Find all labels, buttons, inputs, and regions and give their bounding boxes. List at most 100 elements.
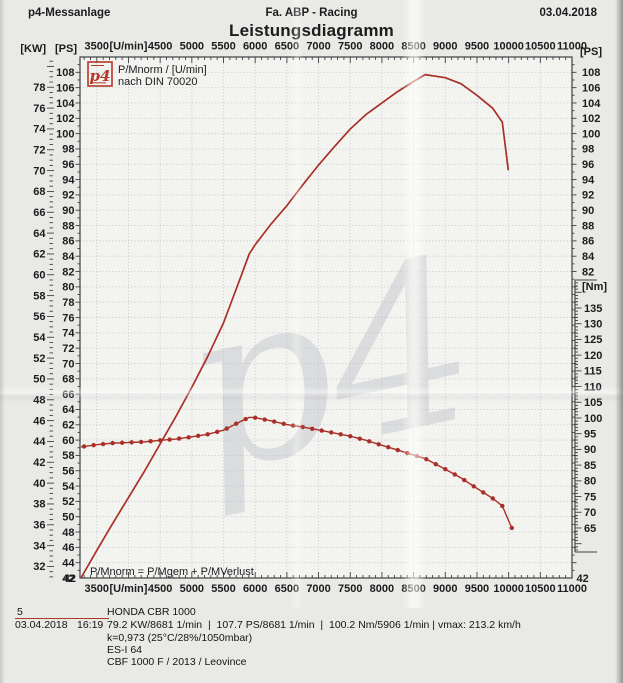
svg-text:66: 66 — [62, 389, 74, 401]
app-name: p4-Messanlage — [28, 7, 111, 19]
svg-text:42: 42 — [577, 573, 589, 585]
svg-text:76: 76 — [62, 312, 74, 324]
svg-text:7000: 7000 — [306, 41, 330, 53]
svg-text:68: 68 — [62, 374, 74, 386]
svg-text:75: 75 — [584, 491, 596, 503]
legend: p4 P/Mnorm / [U/min]nach DIN 70020 — [87, 61, 207, 88]
svg-text:8500: 8500 — [401, 41, 425, 53]
svg-text:11000: 11000 — [557, 583, 587, 595]
legend-line-2: nach DIN 70020 — [118, 76, 198, 88]
svg-text:86: 86 — [582, 236, 594, 248]
correction-factor: k=0,973 (25°C/28%/1050mbar) — [107, 632, 253, 644]
operator-code: ES-I 64 — [107, 644, 143, 656]
svg-text:10500: 10500 — [525, 583, 556, 595]
svg-text:46: 46 — [33, 415, 45, 427]
svg-text:10000: 10000 — [493, 583, 524, 595]
svg-text:3500: 3500 — [85, 583, 109, 595]
svg-text:60: 60 — [62, 435, 74, 447]
svg-text:98: 98 — [62, 144, 74, 156]
svg-text:64: 64 — [33, 228, 46, 240]
svg-text:6500: 6500 — [275, 583, 299, 595]
vehicle-notes: CBF 1000 F / 2013 / Leovince — [107, 656, 247, 668]
svg-text:100: 100 — [584, 413, 602, 425]
svg-text:10000: 10000 — [493, 41, 524, 53]
svg-text:82: 82 — [582, 266, 594, 278]
svg-text:8000: 8000 — [370, 41, 394, 53]
svg-text:94: 94 — [62, 174, 75, 186]
measurement-results: 79.2 KW/8681 1/min | 107.7 PS/8681 1/min… — [107, 619, 521, 631]
svg-text:7500: 7500 — [338, 41, 362, 53]
measurement-date: 03.04.2018 — [15, 619, 68, 631]
svg-text:85: 85 — [584, 460, 596, 472]
svg-text:38: 38 — [33, 499, 45, 511]
svg-text:84: 84 — [62, 251, 75, 263]
svg-text:5000: 5000 — [180, 583, 204, 595]
svg-text:[U/min]: [U/min] — [110, 583, 148, 595]
p4-watermark: p4 — [163, 209, 498, 525]
svg-text:4500: 4500 — [148, 583, 172, 595]
svg-text:54: 54 — [33, 332, 46, 344]
page-number: 5 — [15, 606, 109, 619]
svg-text:3500: 3500 — [85, 41, 109, 53]
svg-text:92: 92 — [62, 190, 74, 202]
svg-text:100: 100 — [56, 128, 74, 140]
svg-text:105: 105 — [584, 397, 602, 409]
legend-line-1: P/Mnorm / [U/min] — [118, 64, 207, 76]
svg-text:40: 40 — [33, 478, 45, 490]
svg-text:78: 78 — [33, 82, 45, 94]
svg-text:44: 44 — [62, 557, 75, 569]
svg-text:p4: p4 — [90, 67, 111, 85]
svg-text:56: 56 — [62, 466, 74, 478]
svg-text:70: 70 — [584, 507, 596, 519]
svg-text:102: 102 — [56, 113, 74, 125]
svg-text:36: 36 — [33, 520, 45, 532]
svg-text:95: 95 — [584, 428, 596, 440]
svg-text:102: 102 — [582, 113, 600, 125]
svg-text:8000: 8000 — [370, 583, 394, 595]
svg-text:96: 96 — [62, 159, 74, 171]
svg-text:68: 68 — [33, 186, 45, 198]
page-title: Leistungsdiagramm — [229, 21, 394, 40]
svg-text:84: 84 — [582, 251, 595, 263]
svg-text:5000: 5000 — [180, 41, 204, 53]
svg-text:66: 66 — [33, 207, 45, 219]
svg-text:108: 108 — [56, 67, 74, 79]
svg-text:94: 94 — [582, 174, 595, 186]
svg-text:42: 42 — [33, 457, 45, 469]
svg-text:80: 80 — [584, 476, 596, 488]
svg-text:80: 80 — [62, 282, 74, 294]
formula-annotation: P/Mnorm = P/Mgem + P/MVerlust — [90, 566, 254, 578]
svg-text:42: 42 — [62, 573, 74, 585]
power-curve — [80, 73, 510, 579]
svg-text:86: 86 — [62, 236, 74, 248]
svg-text:135: 135 — [584, 303, 602, 315]
svg-text:72: 72 — [62, 343, 74, 355]
svg-text:82: 82 — [62, 266, 74, 278]
svg-text:58: 58 — [62, 450, 74, 462]
dyno-chart: p435003500[U/min][U/min]4500450050005000… — [20, 41, 607, 596]
report-date: 03.04.2018 — [539, 7, 597, 19]
nm-unit-label: [Nm] — [582, 281, 607, 293]
nm-scale-ruler — [574, 279, 597, 553]
ps-unit-label-left: [PS] — [55, 43, 77, 55]
vehicle-model: HONDA CBR 1000 — [107, 606, 196, 618]
svg-text:9500: 9500 — [465, 583, 489, 595]
svg-text:56: 56 — [33, 311, 45, 323]
svg-text:110: 110 — [584, 381, 602, 393]
svg-text:90: 90 — [62, 205, 74, 217]
svg-text:34: 34 — [33, 540, 46, 552]
p4-logo — [87, 61, 113, 87]
svg-text:5500: 5500 — [211, 41, 235, 53]
company-name: Fa. ABP - Racing — [265, 7, 358, 19]
kw-unit-label: [KW] — [20, 43, 46, 55]
svg-text:52: 52 — [33, 353, 45, 365]
svg-text:72: 72 — [33, 145, 45, 157]
svg-text:76: 76 — [33, 103, 45, 115]
svg-text:42: 42 — [64, 573, 76, 585]
svg-text:70: 70 — [33, 165, 45, 177]
svg-text:6000: 6000 — [243, 583, 267, 595]
svg-text:108: 108 — [582, 67, 600, 79]
svg-text:7500: 7500 — [338, 583, 362, 595]
svg-text:88: 88 — [582, 220, 594, 232]
svg-text:90: 90 — [582, 205, 594, 217]
